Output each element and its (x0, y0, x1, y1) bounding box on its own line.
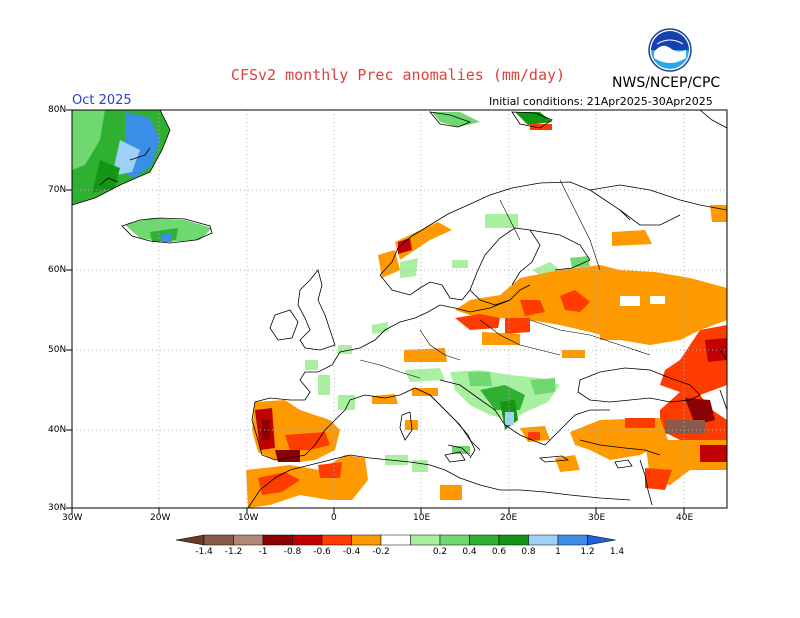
colorbar-swatch (410, 534, 441, 546)
lon-label: 20E (500, 513, 518, 523)
lat-label: 70N (48, 185, 67, 195)
colorbar-swatch (380, 534, 411, 546)
colorbar-label: -1 (258, 547, 268, 557)
colorbar-swatch (292, 534, 323, 546)
lat-label: 80N (48, 105, 67, 115)
colorbar-label: 1.4 (609, 547, 625, 557)
colorbar-label: 1 (555, 547, 561, 557)
colorbar-swatch (233, 534, 264, 546)
lat-label: 30N (48, 503, 67, 513)
colorbar-swatch (203, 534, 234, 546)
lat-label: 50N (48, 345, 67, 355)
lon-label: 40E (676, 513, 694, 523)
lon-label: 10W (238, 513, 259, 523)
colorbar-label: 0.4 (462, 547, 477, 557)
lon-label: 10E (413, 513, 431, 523)
colorbar (175, 534, 616, 546)
lon-label: 30E (588, 513, 606, 523)
colorbar-label: 1.2 (580, 547, 595, 557)
map-title: CFSv2 monthly Prec anomalies (mm/day) (230, 66, 566, 84)
lon-label: 30W (62, 513, 83, 523)
colorbar-label: -1.4 (195, 547, 213, 557)
colorbar-extend-low (175, 534, 205, 546)
colorbar-swatch (557, 534, 588, 546)
colorbar-swatch (528, 534, 559, 546)
initial-conditions-label: Initial conditions: 21Apr2025-30Apr2025 (489, 95, 713, 108)
colorbar-label: 0.8 (521, 547, 536, 557)
noaa-logo (648, 28, 692, 72)
colorbar-label: 0.2 (432, 547, 448, 557)
colorbar-swatch (262, 534, 293, 546)
colorbar-label: 0.6 (491, 547, 507, 557)
forecast-month-label: Oct 2025 (72, 93, 132, 108)
lat-label: 40N (48, 425, 67, 435)
colorbar-label: -0.6 (313, 547, 331, 557)
coastlines (72, 110, 727, 508)
colorbar-label: -1.2 (224, 547, 243, 557)
organization-label: NWS/NCEP/CPC (612, 75, 721, 91)
colorbar-swatch (439, 534, 470, 546)
colorbar-swatch (469, 534, 500, 546)
colorbar-swatch (321, 534, 352, 546)
map-frame (71, 109, 728, 509)
colorbar-label: -0.4 (342, 547, 361, 557)
lat-label: 60N (48, 265, 67, 275)
lon-label: 20W (150, 513, 171, 523)
colorbar-label: -0.8 (283, 547, 302, 557)
colorbar-extend-high (587, 534, 616, 546)
lon-label: 0 (331, 513, 337, 523)
colorbar-label: -0.2 (372, 547, 390, 557)
colorbar-swatch (498, 534, 529, 546)
axis-ticks (66, 109, 685, 514)
colorbar-swatch (351, 534, 382, 546)
